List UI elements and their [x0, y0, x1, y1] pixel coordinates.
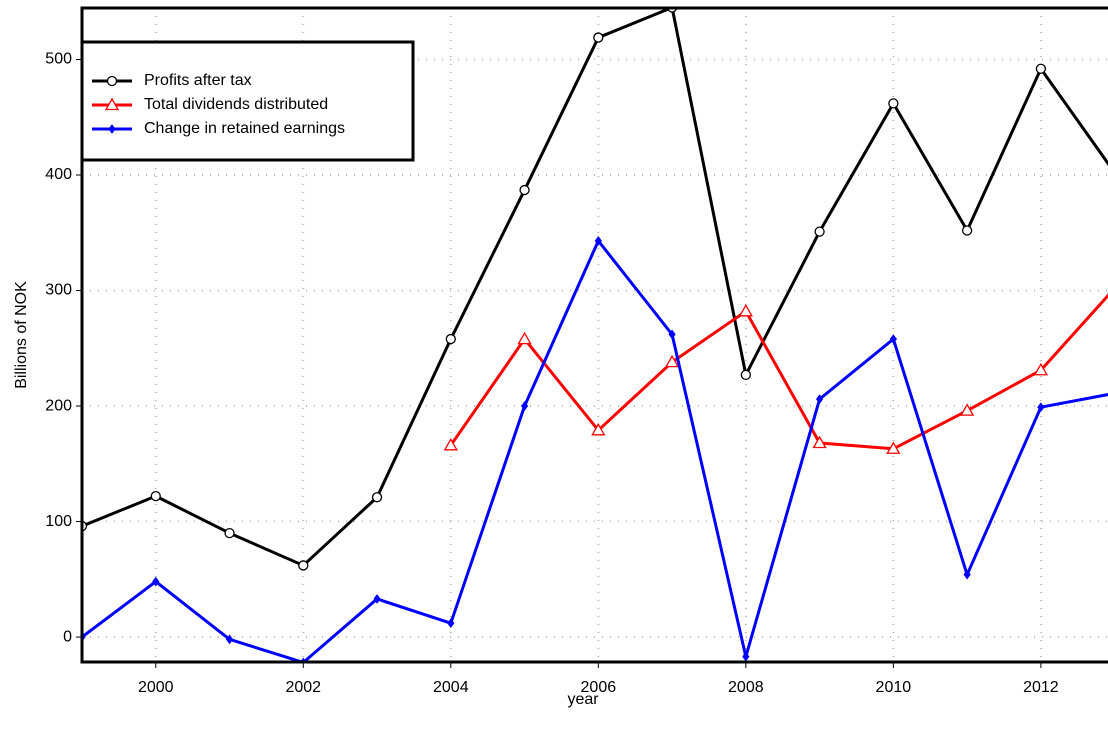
plot-area [82, 8, 1108, 662]
point [517, 331, 532, 345]
x-tick-label: 2006 [581, 679, 617, 696]
point [1035, 63, 1047, 74]
point [447, 618, 455, 629]
point [593, 32, 604, 43]
point [150, 490, 161, 502]
point [668, 329, 676, 340]
point [445, 333, 456, 345]
point [594, 236, 602, 246]
point [961, 225, 973, 236]
point [664, 354, 680, 368]
legend-marker [108, 124, 116, 134]
y-tick-label: 200 [45, 397, 72, 414]
point [1037, 402, 1045, 413]
point [371, 492, 383, 503]
legend-marker [104, 97, 120, 111]
y-axis-label: Billions of NOK [13, 281, 30, 389]
point [959, 403, 975, 416]
y-tick-label: 0 [63, 628, 72, 645]
legend-label: Change in retained earnings [144, 120, 345, 137]
point [520, 401, 529, 411]
series-line [449, 293, 1108, 451]
legend-box [80, 40, 415, 162]
point [814, 226, 825, 237]
x-tick-label: 2002 [285, 679, 321, 696]
point [963, 569, 971, 580]
x-tick-label: 2010 [876, 679, 912, 696]
series-line [82, 239, 1108, 662]
point [443, 437, 458, 451]
y-tick-label: 300 [45, 282, 72, 299]
point [152, 576, 160, 587]
x-tick-label: 2004 [433, 679, 469, 696]
point [591, 422, 606, 436]
x-tick-label: 2012 [1023, 679, 1059, 696]
point [373, 594, 381, 604]
point [740, 369, 751, 380]
point [519, 184, 530, 196]
point [815, 394, 824, 404]
point [886, 441, 901, 454]
y-tick-label: 500 [45, 51, 72, 68]
x-axis-label: year [567, 691, 599, 708]
x-tick-label: 2008 [728, 679, 764, 696]
point [298, 560, 309, 571]
axis-frame [80, 6, 1108, 664]
x-tick-label: 2000 [138, 679, 174, 696]
legend-label: Total dividends distributed [144, 96, 328, 113]
point [889, 334, 897, 344]
point [224, 527, 235, 539]
legend-label: Profits after tax [144, 72, 252, 89]
y-tick-label: 100 [45, 513, 72, 530]
legend-marker [106, 75, 118, 87]
point [1033, 362, 1049, 376]
point [812, 435, 827, 449]
point [738, 304, 753, 317]
point [888, 98, 899, 109]
point [225, 634, 234, 645]
y-tick-label: 400 [45, 166, 72, 183]
